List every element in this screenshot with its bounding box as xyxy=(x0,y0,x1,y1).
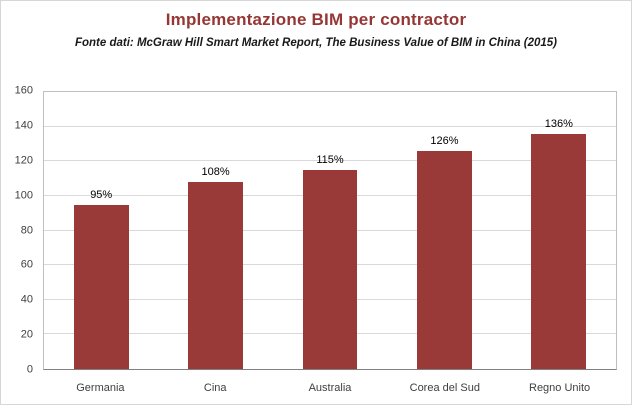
bar-slot: 136% xyxy=(502,92,616,369)
y-tick-label: 0 xyxy=(26,363,33,376)
y-tick-label: 40 xyxy=(20,293,33,306)
gridline xyxy=(44,125,616,127)
y-axis: 0 20 40 60 80 100 120 140 160 xyxy=(1,85,39,375)
y-tick-label: 60 xyxy=(20,258,33,271)
x-category-label: Corea del Sud xyxy=(409,382,480,394)
y-tick-label: 20 xyxy=(20,328,33,341)
chart-subtitle: Fonte dati: McGraw Hill Smart Market Rep… xyxy=(74,37,558,49)
bar xyxy=(416,150,472,369)
y-tick-label: 80 xyxy=(20,224,33,236)
y-tick-label: 160 xyxy=(14,84,33,97)
bar-value-label: 108% xyxy=(201,166,230,179)
x-axis: Germania Cina Australia Corea del Sud Regno … xyxy=(43,379,617,397)
x-category-label: Germania xyxy=(76,382,125,394)
bar-slot: 126% xyxy=(387,92,501,369)
gridline xyxy=(44,160,616,162)
bar-slot: 115% xyxy=(273,92,387,369)
bar-slot: 95% xyxy=(44,92,158,369)
bars-row: 95% 108% 115% 126% 136% xyxy=(44,92,616,369)
bar-value-label: 95% xyxy=(90,188,113,201)
chart-title: Implementazione BIM per contractor xyxy=(165,10,467,29)
bar-slot: 108% xyxy=(158,92,272,369)
plot-area: 95% 108% 115% 126% 136% xyxy=(43,91,617,370)
bar xyxy=(188,182,244,369)
y-tick-label: 100 xyxy=(14,189,33,202)
bar-value-label: 126% xyxy=(430,134,459,147)
x-category-label: Cina xyxy=(203,382,227,394)
bar xyxy=(531,133,587,369)
bar-value-label: 115% xyxy=(316,153,344,166)
y-tick-label: 140 xyxy=(14,119,33,132)
y-tick-label: 120 xyxy=(14,154,33,167)
x-category-label: Australia xyxy=(308,382,352,394)
bar xyxy=(302,169,358,369)
bar-value-label: 136% xyxy=(544,117,573,130)
bar xyxy=(73,204,129,369)
x-category-label: Regno Unito xyxy=(529,382,591,394)
